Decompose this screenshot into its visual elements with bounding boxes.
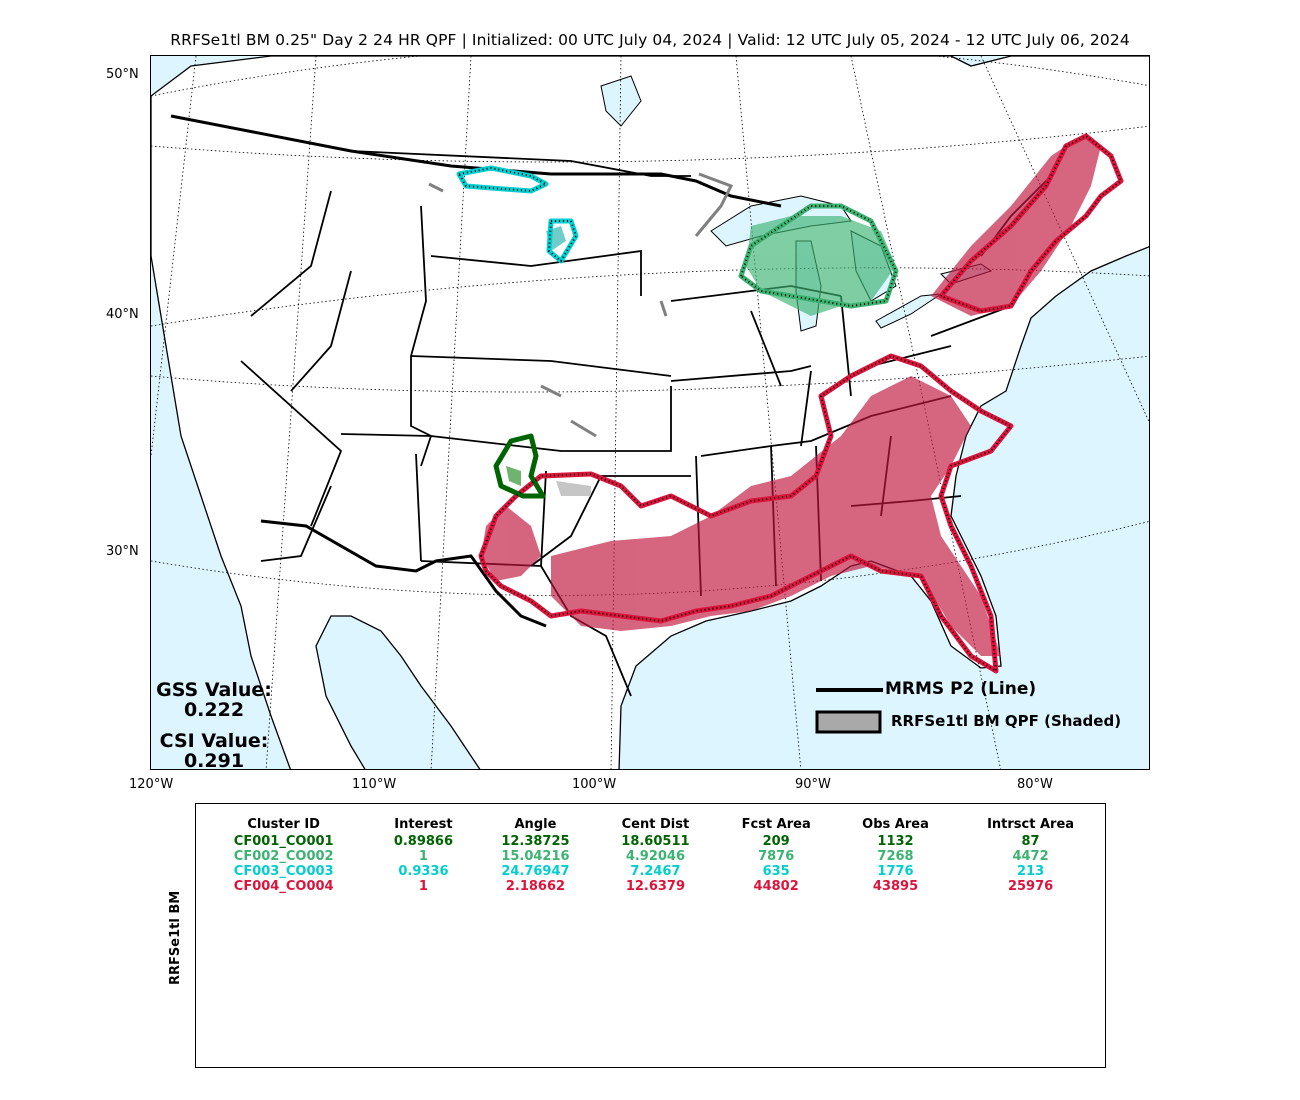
forecast-area-cf002-greatlakes (746, 216, 896, 316)
table-header-row: Cluster ID Interest Angle Cent Dist Fcst… (196, 814, 1107, 834)
header-cent-dist: Cent Dist (621, 816, 690, 832)
cell-cent-dist: 12.6379 (625, 879, 686, 894)
cell-angle: 2.18662 (505, 879, 566, 894)
forecast-area-cf004-northeast (931, 136, 1101, 316)
observed-outline-cf001-oklahoma (493, 433, 546, 499)
csi-label: CSI Value: (159, 730, 269, 752)
cell-angle: 24.76947 (501, 864, 570, 879)
table-row: CF004_CO004 1 2.18662 12.6379 44802 4389… (196, 879, 1107, 894)
table-row: CF002_CO002 1 15.04216 4.92046 7876 7268… (196, 849, 1107, 864)
cell-interest: 0.9336 (398, 864, 449, 879)
csi-value: 0.291 (183, 750, 245, 770)
header-obs-area: Obs Area (862, 816, 929, 832)
lon-label-90: 90°W (795, 777, 831, 792)
cell-fcst-area: 44802 (753, 879, 799, 894)
cell-intrsct-area: 25976 (1007, 879, 1054, 894)
cell-obs-area: 7268 (877, 849, 914, 864)
map-title: RRFSe1tl BM 0.25" Day 2 24 HR QPF | Init… (170, 31, 1130, 49)
lon-label-120: 120°W (129, 777, 174, 792)
cell-interest: 0.89866 (393, 834, 454, 849)
observed-outline-cf002-greatlakes (738, 203, 899, 309)
cell-angle: 15.04216 (501, 849, 570, 864)
cell-cent-dist: 7.2467 (630, 864, 681, 879)
forecast-area-cf004-southeast (551, 376, 1001, 656)
land-mass (151, 56, 1149, 769)
forecast-shaded-areas (481, 136, 1101, 656)
map-panel: GSS Value: 0.222 CSI Value: 0.291 MRMS P… (150, 55, 1150, 770)
unmatched-outlines (428, 172, 734, 438)
observed-dots (457, 134, 1123, 673)
cell-cluster-id: CF002_CO002 (233, 849, 334, 864)
cell-intrsct-area: 213 (1016, 864, 1045, 879)
forecast-area-cf004-texas (481, 506, 541, 581)
cell-interest: 1 (418, 879, 428, 894)
cell-cluster-id: CF003_CO003 (233, 864, 334, 879)
lake-erie (875, 293, 942, 329)
header-cluster-id: Cluster ID (247, 816, 320, 832)
lat-label-50: 50°N (106, 67, 139, 82)
cell-cent-dist: 18.60511 (621, 834, 690, 849)
table-side-label: RRFSe1tl BM (168, 890, 183, 985)
header-interest: Interest (394, 816, 453, 832)
us-canada-border (170, 114, 782, 208)
cell-cent-dist: 4.92046 (625, 849, 686, 864)
map-canvas (151, 56, 1149, 769)
header-angle: Angle (514, 816, 557, 832)
table-row: CF001_CO001 0.89866 12.38725 18.60511 20… (196, 834, 1107, 849)
legend-line-label: MRMS P2 (Line) (885, 679, 1037, 699)
cell-obs-area: 1776 (877, 864, 914, 879)
forecast-area-cf001-oklahoma (506, 466, 521, 486)
stats-table: Cluster ID Interest Angle Cent Dist Fcst… (196, 814, 1107, 895)
legend-shaded-swatch (815, 710, 882, 734)
stats-table-panel: Cluster ID Interest Angle Cent Dist Fcst… (195, 803, 1106, 1068)
cell-fcst-area: 635 (762, 864, 790, 879)
lon-label-110: 110°W (352, 777, 397, 792)
legend-shaded-label: RRFSe1tl BM QPF (Shaded) (891, 712, 1122, 730)
cell-obs-area: 1132 (877, 834, 914, 849)
header-fcst-area: Fcst Area (741, 816, 811, 832)
cell-fcst-area: 7876 (758, 849, 795, 864)
lat-label-40: 40°N (106, 307, 139, 322)
gss-value: 0.222 (183, 699, 245, 721)
cell-interest: 1 (418, 849, 428, 864)
header-intrsct-area: Intrsct Area (987, 816, 1075, 832)
cell-cluster-id: CF004_CO004 (233, 879, 334, 894)
lon-label-80: 80°W (1017, 777, 1053, 792)
lat-label-30: 30°N (106, 544, 139, 559)
cell-angle: 12.38725 (501, 834, 570, 849)
cell-cluster-id: CF001_CO001 (233, 834, 334, 849)
gss-label: GSS Value: (156, 679, 272, 701)
hudson-bay-area (600, 75, 642, 127)
forecast-area-unmatched (556, 481, 591, 496)
observed-outline-cf003-dakotas-north (456, 165, 549, 194)
table-body: CF001_CO001 0.89866 12.38725 18.60511 20… (196, 834, 1107, 894)
table-row: CF003_CO003 0.9336 24.76947 7.2467 635 1… (196, 864, 1107, 879)
lon-label-100: 100°W (572, 777, 617, 792)
cell-intrsct-area: 87 (1021, 834, 1040, 849)
cell-intrsct-area: 4472 (1012, 849, 1049, 864)
cell-fcst-area: 209 (762, 834, 790, 849)
us-mexico-border (260, 519, 547, 628)
cell-obs-area: 43895 (872, 879, 919, 894)
